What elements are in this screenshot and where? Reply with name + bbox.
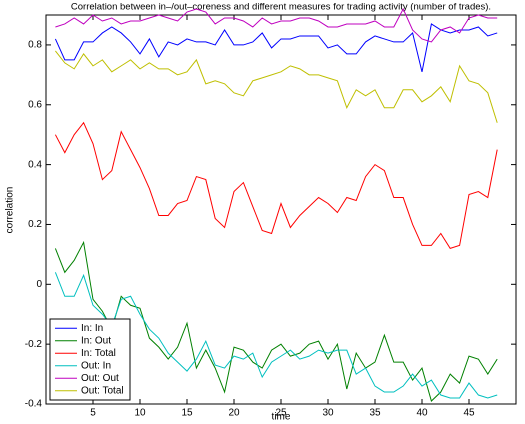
legend-box [49,318,131,401]
x-tick-label: 45 [463,408,475,419]
x-tick-label: 10 [134,408,146,419]
y-tick-label: 0.2 [28,219,42,230]
x-tick-label: 20 [228,408,240,419]
x-tick-label: 40 [416,408,428,419]
chart-title: Correlation between in–/out–coreness and… [71,2,491,13]
legend-label: Out: In [81,360,111,371]
y-axis-label: correlation [5,187,16,234]
series-line [54,240,498,402]
series-line [54,272,498,399]
legend-label: Out: Out [81,373,119,384]
x-tick-label: 25 [275,408,287,419]
y-tick-label: -0.4 [25,399,43,410]
x-tick-label: 5 [90,408,96,419]
x-axis-label: time [272,412,291,423]
x-tick-label: 30 [322,408,334,419]
legend-label: In: Total [81,348,116,359]
series-line [55,7,498,43]
x-tick-label: 35 [369,408,381,419]
legend-label: In: In [81,323,103,334]
legend-label: In: Out [81,335,111,346]
x-tick-label: 15 [181,408,193,419]
series-line [54,23,498,72]
legend-label: Out: Total [81,385,124,396]
y-tick-label: 0.6 [28,99,42,110]
y-tick-label: 0.8 [28,40,42,51]
series-line [55,50,498,123]
series-line [54,121,498,249]
y-tick-label: 0.4 [28,159,42,170]
y-tick-label: 0 [36,279,42,290]
y-tick-label: -0.2 [25,339,43,350]
